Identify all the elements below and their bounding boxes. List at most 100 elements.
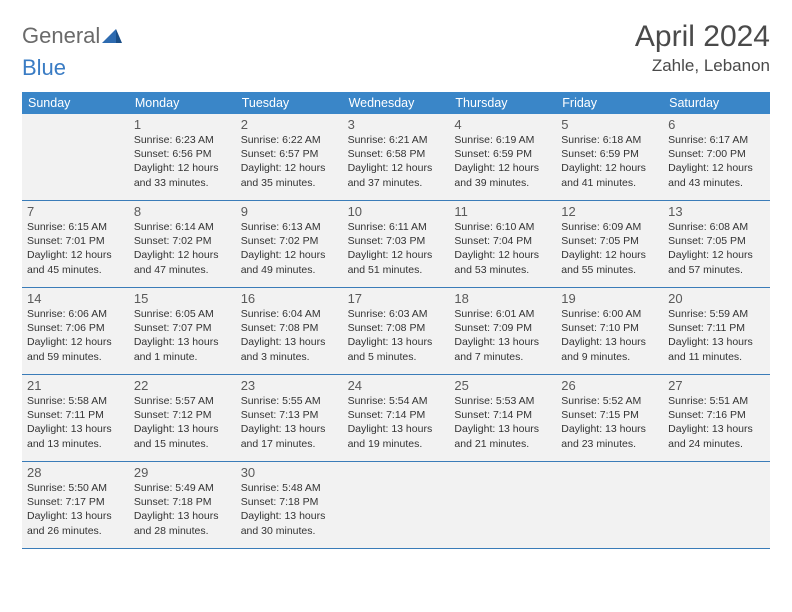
day-cell: 12Sunrise: 6:09 AMSunset: 7:05 PMDayligh… [556,201,663,287]
sunrise-line: Sunrise: 6:15 AM [27,220,124,234]
daylight-line: Daylight: 12 hours [454,248,551,262]
sunset-line: Sunset: 7:11 PM [668,321,765,335]
day-number: 1 [134,117,231,132]
sunset-line: Sunset: 7:06 PM [27,321,124,335]
daylight-line: and 9 minutes. [561,350,658,364]
day-number: 11 [454,204,551,219]
day-number: 12 [561,204,658,219]
day-cell: 21Sunrise: 5:58 AMSunset: 7:11 PMDayligh… [22,375,129,461]
sunset-line: Sunset: 7:18 PM [241,495,338,509]
daylight-line: Daylight: 12 hours [348,248,445,262]
day-number: 27 [668,378,765,393]
daylight-line: Daylight: 13 hours [668,335,765,349]
title-block: April 2024 Zahle, Lebanon [635,20,770,76]
daylight-line: Daylight: 13 hours [668,422,765,436]
sunset-line: Sunset: 7:18 PM [134,495,231,509]
day-cell: 28Sunrise: 5:50 AMSunset: 7:17 PMDayligh… [22,462,129,548]
sunrise-line: Sunrise: 5:48 AM [241,481,338,495]
sunset-line: Sunset: 7:12 PM [134,408,231,422]
daylight-line: Daylight: 13 hours [241,509,338,523]
sunrise-line: Sunrise: 5:51 AM [668,394,765,408]
day-number: 15 [134,291,231,306]
daylight-line: and 23 minutes. [561,437,658,451]
weekday-header-row: Sunday Monday Tuesday Wednesday Thursday… [22,92,770,114]
daylight-line: and 19 minutes. [348,437,445,451]
daylight-line: Daylight: 12 hours [561,248,658,262]
logo-text-block: General Blue [22,26,122,80]
day-cell: 22Sunrise: 5:57 AMSunset: 7:12 PMDayligh… [129,375,236,461]
sunrise-line: Sunrise: 6:17 AM [668,133,765,147]
weeks-container: 1Sunrise: 6:23 AMSunset: 6:56 PM Daylight… [22,114,770,549]
day-cell: 30Sunrise: 5:48 AMSunset: 7:18 PMDayligh… [236,462,343,548]
sunset-line: Sunset: 6:59 PM [454,147,551,161]
month-title: April 2024 [635,20,770,54]
sunset-line: Sunset: 6:58 PM [348,147,445,161]
daylight-line: and 37 minutes. [348,176,445,190]
day-cell: 5Sunrise: 6:18 AMSunset: 6:59 PMDaylight… [556,114,663,200]
sunrise-line: Sunrise: 6:09 AM [561,220,658,234]
sunset-line: Sunset: 7:17 PM [27,495,124,509]
day-cell: 13Sunrise: 6:08 AMSunset: 7:05 PMDayligh… [663,201,770,287]
daylight-line: Daylight: 12 hours [668,161,765,175]
day-cell [22,114,129,200]
daylight-line: and 33 minutes. [134,176,231,190]
sunrise-line: Sunrise: 5:59 AM [668,307,765,321]
day-number: 3 [348,117,445,132]
day-number: 10 [348,204,445,219]
daylight-line: Daylight: 13 hours [561,422,658,436]
sunset-line: Sunset: 7:02 PM [241,234,338,248]
sunset-line: Sunset: 7:07 PM [134,321,231,335]
sunset-line: Sunset: 7:01 PM [27,234,124,248]
daylight-line: Daylight: 13 hours [134,509,231,523]
day-number: 19 [561,291,658,306]
day-number: 18 [454,291,551,306]
day-number: 13 [668,204,765,219]
day-cell: 2Sunrise: 6:22 AMSunset: 6:57 PMDaylight… [236,114,343,200]
sunrise-line: Sunrise: 5:54 AM [348,394,445,408]
daylight-line: and 45 minutes. [27,263,124,277]
sunrise-line: Sunrise: 6:10 AM [454,220,551,234]
day-cell [663,462,770,548]
weekday-header: Tuesday [236,92,343,114]
daylight-line: and 35 minutes. [241,176,338,190]
day-number: 16 [241,291,338,306]
day-cell [449,462,556,548]
daylight-line: and 15 minutes. [134,437,231,451]
daylight-line: Daylight: 13 hours [241,422,338,436]
day-cell: 24Sunrise: 5:54 AMSunset: 7:14 PMDayligh… [343,375,450,461]
daylight-line: Daylight: 13 hours [27,422,124,436]
day-cell: 15Sunrise: 6:05 AMSunset: 7:07 PMDayligh… [129,288,236,374]
sunset-line: Sunset: 7:14 PM [454,408,551,422]
day-number: 4 [454,117,551,132]
daylight-line: Daylight: 12 hours [561,161,658,175]
day-number: 22 [134,378,231,393]
sunrise-line: Sunrise: 5:53 AM [454,394,551,408]
weekday-header: Saturday [663,92,770,114]
weekday-header: Wednesday [343,92,450,114]
daylight-line: Daylight: 13 hours [454,335,551,349]
sunset-line: Sunset: 7:02 PM [134,234,231,248]
daylight-line: Daylight: 12 hours [241,248,338,262]
day-number: 20 [668,291,765,306]
sunset-line: Sunset: 6:56 PM [134,147,231,161]
sunset-line: Sunset: 7:15 PM [561,408,658,422]
page-header: General Blue April 2024 Zahle, Lebanon [22,20,770,80]
logo: General Blue [22,26,122,80]
sunset-line: Sunset: 7:13 PM [241,408,338,422]
day-cell: 25Sunrise: 5:53 AMSunset: 7:14 PMDayligh… [449,375,556,461]
day-number: 24 [348,378,445,393]
week-row: 21Sunrise: 5:58 AMSunset: 7:11 PMDayligh… [22,375,770,462]
daylight-line: Daylight: 12 hours [348,161,445,175]
sunset-line: Sunset: 6:59 PM [561,147,658,161]
day-cell: 29Sunrise: 5:49 AMSunset: 7:18 PMDayligh… [129,462,236,548]
daylight-line: Daylight: 13 hours [241,335,338,349]
daylight-line: and 1 minute. [134,350,231,364]
sunrise-line: Sunrise: 6:23 AM [134,133,231,147]
sunset-line: Sunset: 7:08 PM [241,321,338,335]
daylight-line: and 49 minutes. [241,263,338,277]
daylight-line: Daylight: 13 hours [561,335,658,349]
day-cell [343,462,450,548]
sunrise-line: Sunrise: 5:55 AM [241,394,338,408]
day-cell: 3Sunrise: 6:21 AMSunset: 6:58 PMDaylight… [343,114,450,200]
day-number: 29 [134,465,231,480]
